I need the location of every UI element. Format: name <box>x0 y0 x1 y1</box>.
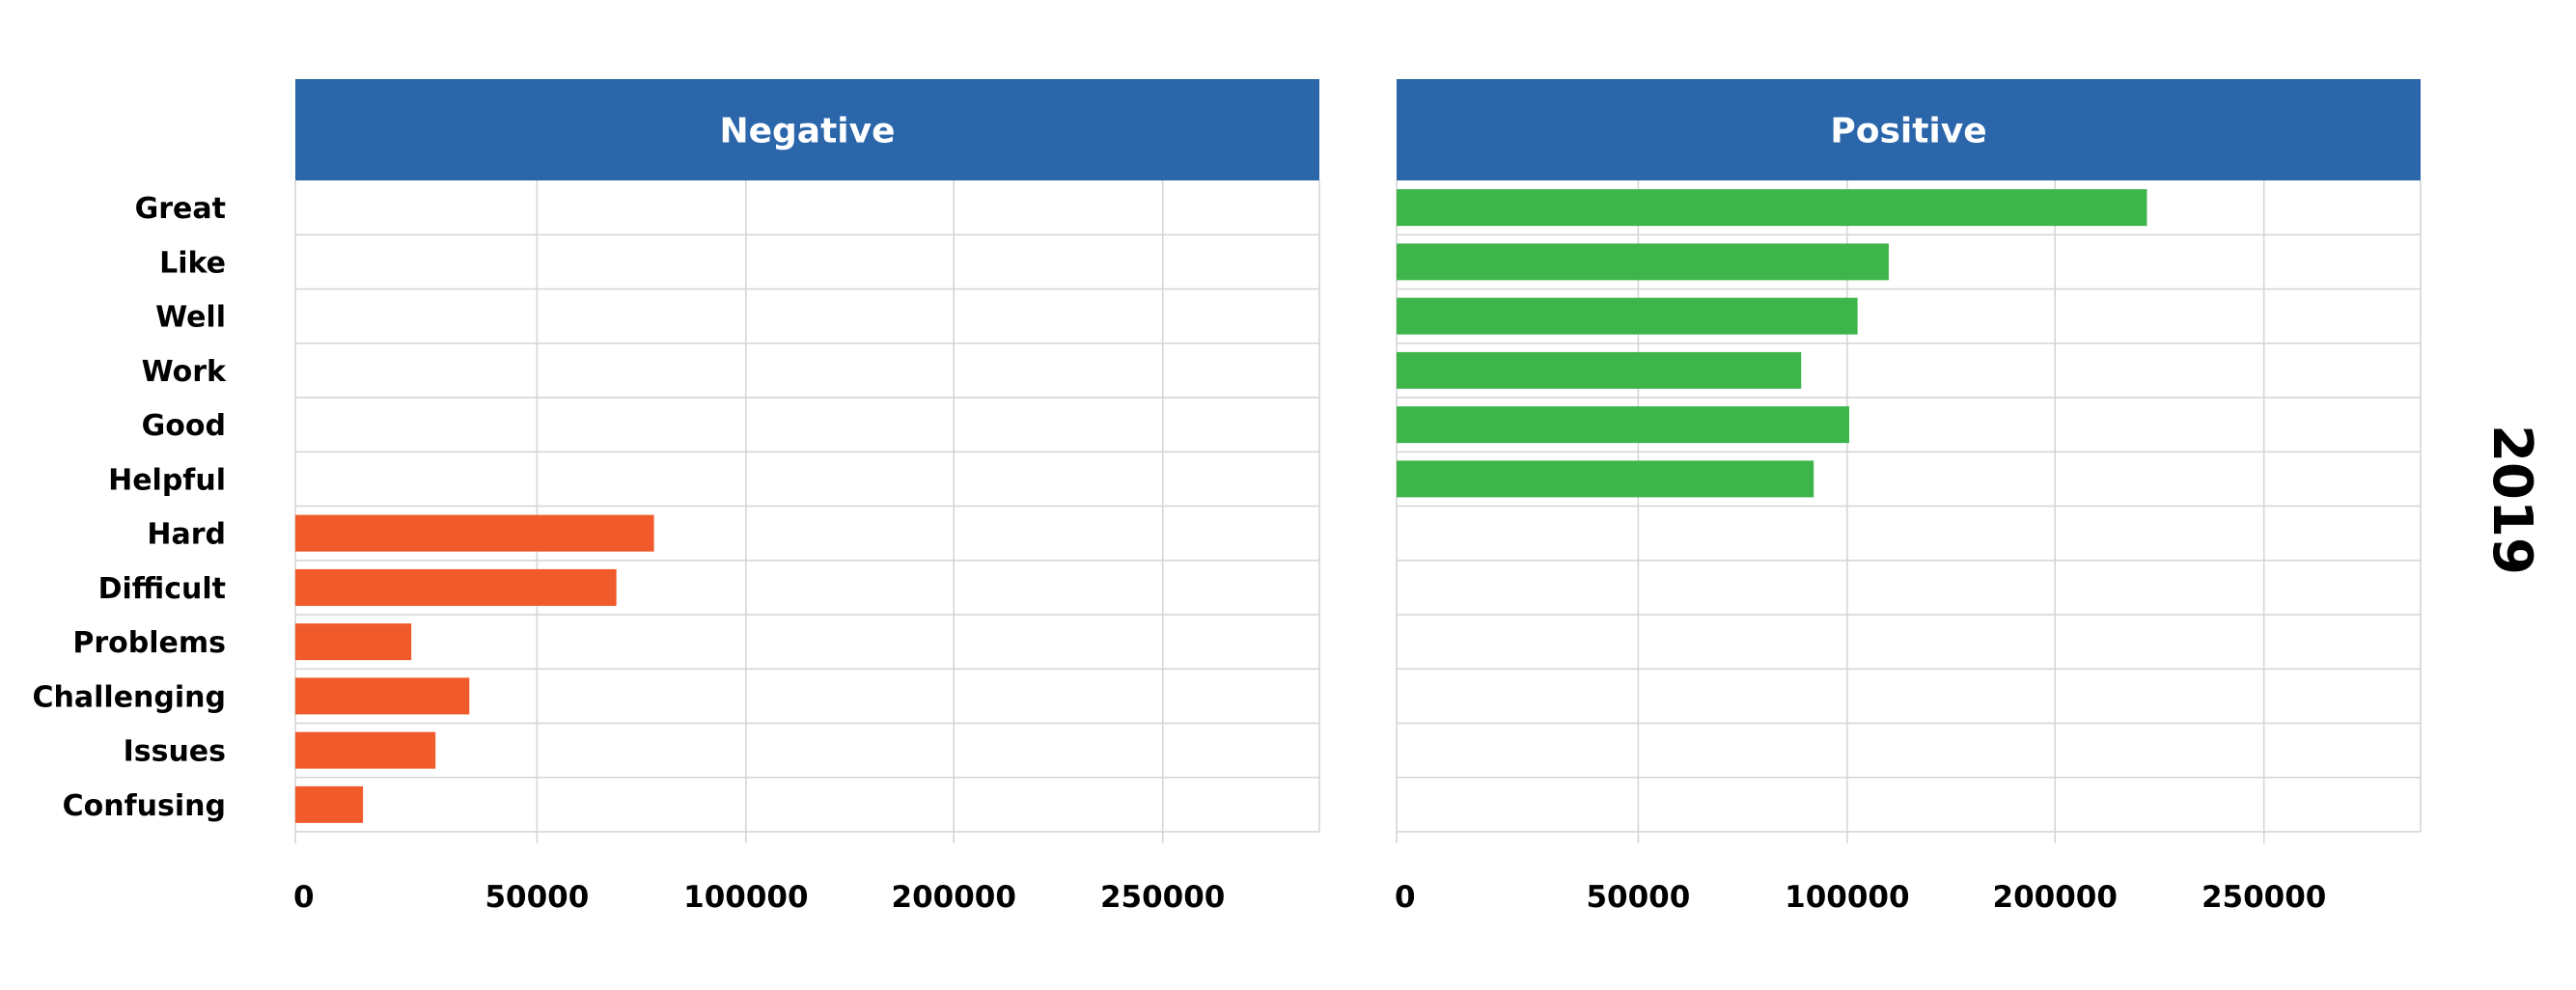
bar-negative-6 <box>295 514 654 552</box>
category-label-3: Work <box>142 355 227 389</box>
tick-label-1-0: 0 <box>1395 880 1416 915</box>
tick-label-0-1: 50000 <box>485 880 589 915</box>
category-label-7: Difficult <box>98 572 226 606</box>
tick-label-0-4: 250000 <box>1100 880 1225 915</box>
tick-label-0-3: 200000 <box>892 880 1016 915</box>
bar-negative-10 <box>295 731 436 769</box>
bar-negative-9 <box>295 677 470 715</box>
category-label-4: Good <box>142 409 226 443</box>
category-label-2: Well <box>155 301 226 335</box>
tick-label-1-4: 250000 <box>2202 880 2326 915</box>
panel-header-0 <box>295 79 1319 180</box>
category-label-5: Helpful <box>108 463 226 497</box>
bar-negative-7 <box>295 568 617 606</box>
category-label-9: Challenging <box>33 680 226 714</box>
panel-header-1 <box>1397 79 2421 180</box>
bar-positive-5 <box>1397 460 1814 498</box>
bar-positive-1 <box>1397 243 1889 281</box>
bar-positive-3 <box>1397 351 1802 389</box>
tick-label-0-2: 100000 <box>683 880 808 915</box>
tick-label-1-2: 100000 <box>1785 880 1909 915</box>
panel-title-0: Negative <box>719 112 895 151</box>
category-label-8: Problems <box>72 626 226 660</box>
bar-positive-2 <box>1397 297 1858 335</box>
bar-negative-8 <box>295 623 412 661</box>
category-label-1: Like <box>159 246 226 280</box>
bar-positive-4 <box>1397 406 1849 444</box>
category-label-10: Issues <box>124 735 226 769</box>
category-label-11: Confusing <box>63 789 226 823</box>
bar-negative-11 <box>295 785 364 823</box>
bar-positive-0 <box>1397 189 2147 227</box>
tick-label-0-0: 0 <box>293 880 315 915</box>
panel-title-1: Positive <box>1830 112 1986 151</box>
tick-label-1-3: 200000 <box>1993 880 2118 915</box>
year-label: 2019 <box>2480 425 2543 575</box>
category-label-6: Hard <box>147 518 226 552</box>
tick-label-1-1: 50000 <box>1586 880 1690 915</box>
category-label-0: Great <box>135 192 226 226</box>
